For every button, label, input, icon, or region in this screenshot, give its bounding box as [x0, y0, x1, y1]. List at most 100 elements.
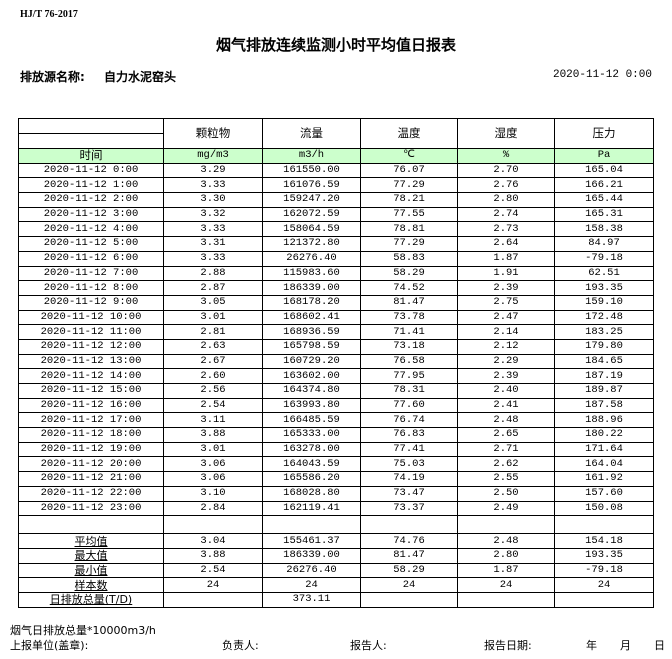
summary-row: 平均值 3.04 155461.37 74.76 2.48 154.18 [18, 533, 654, 549]
value-cell: 2.80 [457, 192, 555, 208]
blank-row [18, 515, 654, 535]
value-cell: 172.48 [554, 309, 654, 326]
value-cell: 168178.20 [262, 294, 361, 311]
value-cell: 161550.00 [262, 162, 361, 179]
table-row: 2020-11-12 15:00 2.56 164374.80 78.31 2.40 18… [18, 383, 654, 399]
table-row: 2020-11-12 3:00 3.32 162072.59 77.55 2.74 165… [18, 206, 654, 223]
value-cell [457, 591, 555, 608]
value-cell: 2.70 [457, 162, 555, 179]
summary-label: 最小值 [18, 562, 164, 579]
summary-label: 日排放总量(T/D) [18, 591, 164, 608]
value-cell: 186339.00 [262, 280, 361, 296]
value-cell: 164043.59 [262, 456, 361, 473]
value-cell: 2.88 [163, 265, 263, 282]
value-cell: 58.29 [360, 562, 458, 579]
empty-cell [262, 515, 361, 535]
value-cell: 2.14 [457, 324, 555, 340]
value-cell: 2.39 [457, 368, 555, 384]
value-cell: 2.39 [457, 280, 555, 296]
table-row: 2020-11-12 12:00 2.63 165798.59 73.18 2.12 17… [18, 338, 654, 355]
table-row: 2020-11-12 1:00 3.33 161076.59 77.29 2.76 166… [18, 177, 654, 194]
time-cell: 2020-11-12 11:00 [18, 324, 164, 340]
unit-cell: m3/h [262, 148, 361, 164]
value-cell: 1.87 [457, 250, 555, 267]
value-cell: 3.06 [163, 471, 263, 487]
value-cell: 62.51 [554, 265, 654, 282]
corner-cell-top [18, 118, 164, 134]
value-cell: 162072.59 [262, 206, 361, 223]
value-cell: 165333.00 [262, 427, 361, 443]
value-cell: 189.87 [554, 383, 654, 399]
value-cell: 165.44 [554, 192, 654, 208]
value-cell: 3.11 [163, 412, 263, 429]
value-cell: 74.52 [360, 280, 458, 296]
value-cell: 179.80 [554, 338, 654, 355]
value-cell: 3.33 [163, 221, 263, 238]
value-cell: 24 [554, 577, 654, 593]
time-cell: 2020-11-12 12:00 [18, 338, 164, 355]
value-cell: 183.25 [554, 324, 654, 340]
value-cell: 2.65 [457, 427, 555, 443]
value-cell: 76.58 [360, 353, 458, 370]
value-cell: 2.29 [457, 353, 555, 370]
column-header: 压力 [554, 118, 654, 149]
value-cell: 2.50 [457, 485, 555, 502]
value-cell: 26276.40 [262, 250, 361, 267]
table-row: 2020-11-12 20:00 3.06 164043.59 75.03 2.62 16… [18, 456, 654, 473]
time-cell: 2020-11-12 13:00 [18, 353, 164, 370]
value-cell: 165798.59 [262, 338, 361, 355]
value-cell: 186339.00 [262, 547, 361, 564]
value-cell: 3.88 [163, 427, 263, 443]
standard-code: HJ/T 76-2017 [20, 9, 78, 20]
value-cell: 166485.59 [262, 412, 361, 429]
value-cell: 160729.20 [262, 353, 361, 370]
empty-cell [163, 515, 263, 535]
table-row: 2020-11-12 19:00 3.01 163278.00 77.41 2.71 17… [18, 441, 654, 458]
time-cell: 2020-11-12 16:00 [18, 397, 164, 414]
report-title: 烟气排放连续监测小时平均值日报表 [215, 36, 456, 54]
value-cell: 77.60 [360, 397, 458, 414]
value-cell: 24 [163, 577, 263, 593]
value-cell: 3.33 [163, 250, 263, 267]
value-cell: 158064.59 [262, 221, 361, 238]
empty-cell [554, 515, 654, 535]
value-cell: 2.64 [457, 236, 555, 252]
value-cell: 77.95 [360, 368, 458, 384]
value-cell: 2.63 [163, 338, 263, 355]
time-cell: 2020-11-12 3:00 [18, 206, 164, 223]
value-cell: 193.35 [554, 280, 654, 296]
value-cell: 166.21 [554, 177, 654, 194]
table-row: 2020-11-12 2:00 3.30 159247.20 78.21 2.80 165… [18, 192, 654, 208]
table-row: 2020-11-12 10:00 3.01 168602.41 73.78 2.47 17… [18, 309, 654, 326]
value-cell: 3.30 [163, 192, 263, 208]
value-cell: 2.74 [457, 206, 555, 223]
value-cell: 187.58 [554, 397, 654, 414]
value-cell: 158.38 [554, 221, 654, 238]
time-cell: 2020-11-12 22:00 [18, 485, 164, 502]
unit-cell: mg/m3 [163, 148, 263, 164]
value-cell: 193.35 [554, 547, 654, 564]
table-row: 2020-11-12 22:00 3.10 168028.80 73.47 2.50 15… [18, 485, 654, 502]
report-time: 2020-11-12 0:00 [552, 69, 652, 81]
source-label: 排放源名称: [20, 70, 85, 84]
time-cell: 2020-11-12 14:00 [18, 368, 164, 384]
value-cell: 24 [360, 577, 458, 593]
time-cell: 2020-11-12 4:00 [18, 221, 164, 238]
column-header: 温度 [360, 118, 458, 149]
value-cell: 2.47 [457, 309, 555, 326]
value-cell: 2.71 [457, 441, 555, 458]
value-cell: 2.49 [457, 500, 555, 517]
time-cell: 2020-11-12 2:00 [18, 192, 164, 208]
value-cell: 159247.20 [262, 192, 361, 208]
time-cell: 2020-11-12 5:00 [18, 236, 164, 252]
value-cell: 164374.80 [262, 383, 361, 399]
value-cell: 3.29 [163, 162, 263, 179]
time-cell: 2020-11-12 8:00 [18, 280, 164, 296]
value-cell: 161076.59 [262, 177, 361, 194]
value-cell: 81.47 [360, 547, 458, 564]
value-cell: 84.97 [554, 236, 654, 252]
value-cell: 163993.80 [262, 397, 361, 414]
value-cell [554, 591, 654, 608]
value-cell: 78.81 [360, 221, 458, 238]
value-cell: 187.19 [554, 368, 654, 384]
